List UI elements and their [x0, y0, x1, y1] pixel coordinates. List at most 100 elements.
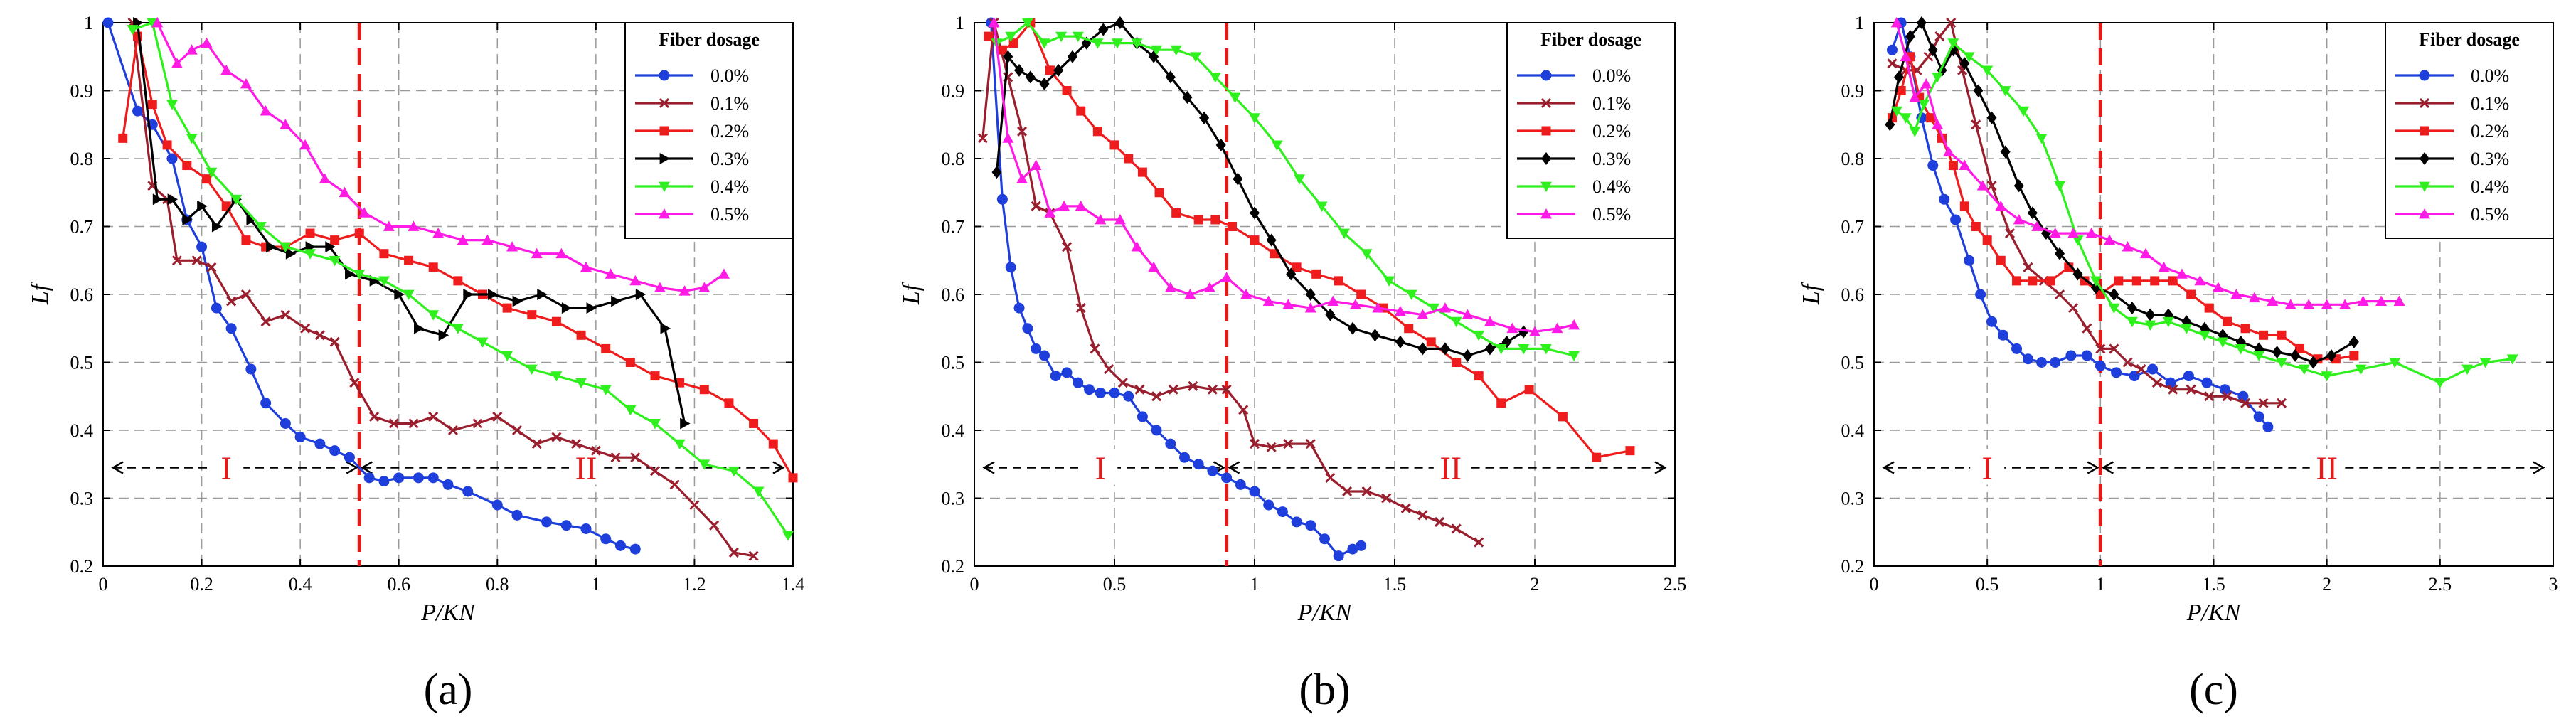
data-point	[2434, 378, 2446, 389]
data-point	[977, 133, 988, 144]
legend-entry-label: 0.3%	[1592, 149, 1631, 169]
data-point	[1932, 73, 1944, 83]
data-point	[319, 173, 331, 184]
data-point	[1383, 276, 1395, 287]
data-point	[501, 351, 513, 361]
data-point	[211, 302, 222, 314]
data-point	[152, 193, 164, 206]
data-point	[1920, 78, 1932, 89]
data-point	[2090, 276, 2102, 287]
data-point	[2111, 367, 2122, 378]
data-point	[304, 249, 316, 260]
data-point	[689, 499, 700, 511]
data-point	[1199, 111, 1210, 124]
data-point	[329, 255, 341, 267]
data-point	[167, 193, 178, 206]
data-point	[1939, 193, 1950, 205]
data-point	[414, 322, 425, 334]
x-tick-label: 1.4	[782, 574, 805, 595]
data-point	[2081, 350, 2092, 361]
data-point	[1394, 305, 1406, 316]
data-point	[2162, 316, 2174, 328]
data-point	[1039, 350, 1050, 361]
data-point	[329, 336, 340, 347]
data-point	[428, 411, 439, 422]
data-point	[1016, 173, 1028, 184]
y-tick-label: 0.6	[942, 284, 965, 305]
data-point	[1076, 106, 1086, 116]
data-point	[202, 174, 211, 184]
x-tick-label: 0	[1870, 574, 1879, 595]
data-point	[2276, 358, 2287, 368]
data-point	[2262, 421, 2274, 432]
data-point	[2131, 276, 2141, 286]
legend-marker	[659, 97, 670, 109]
data-point	[1271, 140, 1283, 151]
legend-marker	[1541, 152, 1551, 165]
data-point	[749, 418, 759, 428]
series-0.2%	[1887, 52, 2359, 364]
data-point	[1890, 106, 1902, 117]
data-point	[575, 378, 587, 389]
data-point	[1918, 100, 1930, 110]
data-point	[2065, 350, 2077, 361]
data-point	[1209, 73, 1221, 83]
data-point	[1039, 77, 1050, 90]
data-point	[2183, 371, 2194, 382]
data-point	[147, 100, 157, 110]
data-point	[748, 550, 759, 561]
data-point	[2290, 348, 2301, 362]
data-point	[413, 472, 424, 484]
data-point	[118, 133, 128, 143]
data-point	[709, 520, 720, 531]
data-point	[1986, 316, 1998, 327]
data-point	[2308, 356, 2319, 369]
data-point	[2355, 364, 2367, 376]
x-axis-label: P/KN	[1297, 600, 1353, 626]
data-point	[768, 439, 778, 449]
data-point	[428, 262, 438, 272]
data-point	[576, 330, 586, 340]
data-point	[230, 194, 243, 206]
data-point	[2011, 343, 2023, 354]
data-point	[1154, 188, 1164, 198]
series-0.0%	[1886, 17, 2274, 432]
data-point	[600, 385, 612, 395]
region-label-bg	[1433, 449, 1468, 485]
data-point	[1221, 384, 1232, 395]
data-point	[678, 285, 691, 296]
data-point	[2018, 106, 2030, 117]
data-point	[1238, 405, 1249, 415]
data-point	[984, 31, 994, 41]
legend-entry-label: 0.5%	[1592, 204, 1631, 225]
x-tick-label: 2.5	[2429, 574, 2452, 595]
legend: Fiber dosage 0.0% 0.1% 0.2% 0.3% 0.4% 0.5%	[624, 22, 794, 239]
data-point	[452, 324, 464, 334]
legend-entry-label: 0.2%	[2471, 121, 2509, 142]
data-point	[2349, 351, 2359, 361]
series-0.0%	[986, 17, 1367, 562]
data-point	[1518, 325, 1529, 339]
data-point	[629, 275, 642, 286]
data-point	[1973, 84, 1984, 97]
data-point	[1381, 493, 1392, 504]
legend-marker	[2419, 70, 2430, 81]
data-point	[1963, 52, 1975, 63]
data-point	[1495, 344, 1507, 355]
data-point	[2357, 295, 2369, 306]
data-point	[1249, 439, 1260, 449]
data-point	[2095, 343, 2106, 354]
legend-marker	[1540, 70, 1552, 81]
data-point	[1982, 235, 1992, 245]
data-point	[571, 439, 582, 449]
series-0.3%	[133, 17, 691, 430]
y-axis-label: Lf	[898, 281, 925, 305]
data-point	[1168, 384, 1178, 395]
data-point	[2072, 235, 2084, 246]
data-point	[1452, 358, 1462, 367]
data-point	[551, 316, 561, 326]
data-point	[1005, 31, 1017, 43]
data-point	[997, 45, 1007, 55]
data-point	[541, 516, 553, 528]
